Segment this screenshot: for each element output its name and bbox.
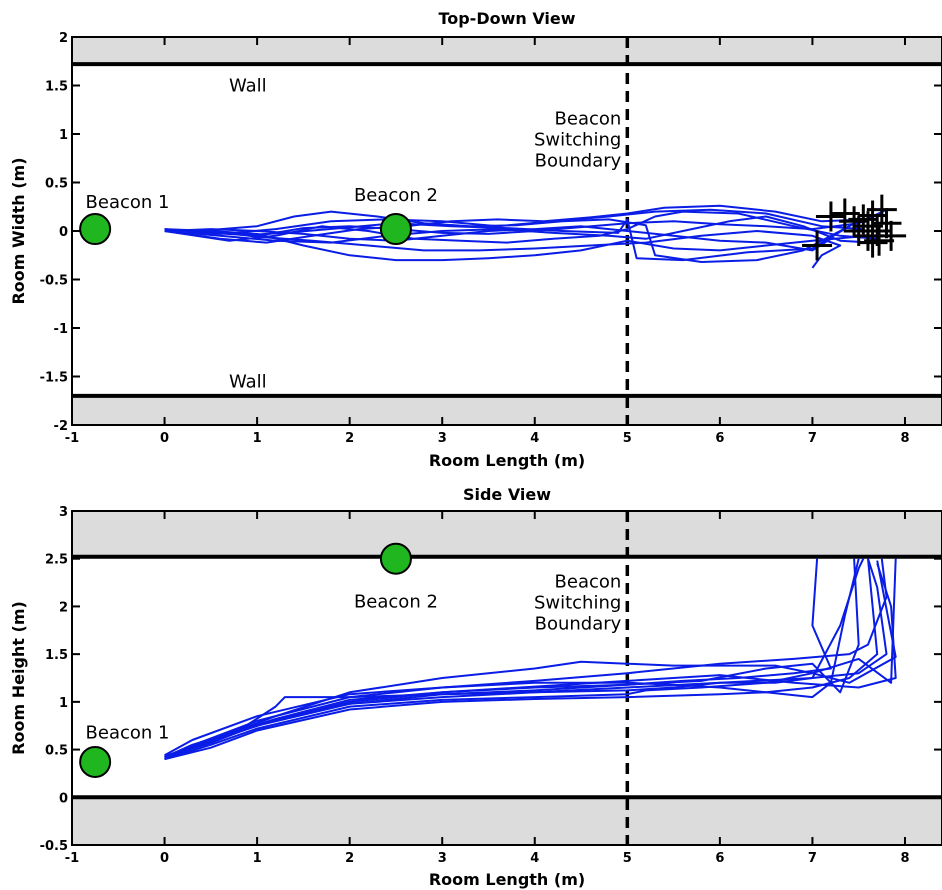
x-tick-label: -1 — [65, 431, 79, 446]
trajectory-line-8 — [164, 228, 842, 269]
x-tick-label: 0 — [160, 851, 169, 866]
top-down-x-axis-label: Room Length (m) — [429, 451, 585, 470]
x-tick-label: 4 — [530, 851, 539, 866]
x-tick-label: 7 — [808, 851, 817, 866]
boundary-label-line-1: Switching — [534, 129, 621, 150]
y-tick-label: 1 — [59, 696, 68, 711]
beacon-label-2: Beacon 2 — [354, 592, 438, 613]
trajectory-line-4 — [164, 558, 897, 761]
boundary-label-line-2: Boundary — [535, 150, 622, 171]
x-tick-label: 6 — [715, 851, 724, 866]
trajectory-line-7 — [164, 225, 832, 252]
y-tick-label: 3 — [59, 505, 68, 520]
y-tick-label: -1 — [54, 322, 68, 337]
trajectory-line-9 — [164, 558, 860, 759]
top-down-title: Top-Down View — [438, 9, 575, 28]
trajectory-line-2 — [164, 229, 869, 262]
x-tick-label: 4 — [530, 431, 539, 446]
boundary-label-line-1: Switching — [534, 592, 621, 613]
y-tick-label: 2 — [59, 600, 68, 615]
trajectory-line-7 — [164, 558, 879, 761]
trajectory-line-1 — [164, 558, 888, 761]
y-tick-label: 0.5 — [45, 177, 68, 192]
x-tick-label: 6 — [715, 431, 724, 446]
wall-label-1: Wall — [229, 371, 267, 392]
side-view-x-axis-label: Room Length (m) — [429, 870, 585, 889]
side-view-title: Side View — [463, 485, 551, 504]
wall-label-0: Wall — [229, 76, 267, 97]
y-tick-label: -1.5 — [40, 371, 68, 386]
trajectory-line-2 — [164, 560, 897, 758]
x-tick-label: 3 — [438, 431, 447, 446]
endpoint-marker-12 — [857, 227, 888, 258]
side-view-y-axis-label: Room Height (m) — [9, 601, 28, 755]
boundary-label-line-2: Boundary — [535, 613, 622, 634]
trajectory-line-8 — [164, 563, 897, 761]
y-tick-label: -0.5 — [40, 839, 68, 854]
x-tick-label: 2 — [345, 431, 354, 446]
shaded-region-top — [72, 511, 942, 557]
trajectory-line-0 — [164, 558, 865, 759]
y-tick-label: 2 — [59, 31, 68, 46]
x-tick-label: 8 — [900, 851, 909, 866]
beacon-label-1: Beacon 1 — [86, 192, 170, 213]
y-tick-label: -2 — [54, 419, 68, 434]
shaded-region-bottom — [72, 395, 942, 425]
x-tick-label: 7 — [808, 431, 817, 446]
x-tick-label: 5 — [623, 851, 632, 866]
x-tick-label: 3 — [438, 851, 447, 866]
shaded-region-top — [72, 37, 942, 65]
y-tick-label: 2.5 — [45, 553, 68, 568]
beacon-marker-1 — [79, 745, 112, 778]
x-tick-label: 0 — [160, 431, 169, 446]
boundary-label-line-0: Beacon — [555, 108, 622, 129]
y-tick-label: 1.5 — [45, 648, 68, 663]
trajectory-line-6 — [164, 558, 888, 757]
endpoint-marker-8 — [866, 194, 897, 225]
y-tick-label: 0.5 — [45, 744, 68, 759]
boundary-label-line-0: Beacon — [555, 571, 622, 592]
trajectory-line-5 — [164, 215, 873, 244]
beacon-marker-2 — [379, 542, 412, 575]
x-tick-label: 5 — [623, 431, 632, 446]
plot-frame — [71, 510, 942, 846]
endpoint-marker-9 — [871, 208, 902, 239]
y-tick-label: 1 — [59, 128, 68, 143]
shaded-region-bottom — [72, 797, 942, 845]
x-tick-label: 1 — [253, 851, 262, 866]
y-tick-label: -0.5 — [40, 274, 68, 289]
y-tick-label: 0 — [59, 791, 68, 806]
beacon-marker-1 — [79, 213, 112, 246]
y-tick-label: 0 — [59, 225, 68, 240]
x-tick-label: 8 — [900, 431, 909, 446]
endpoint-marker-0 — [815, 201, 846, 232]
x-tick-label: 1 — [253, 431, 262, 446]
beacon-label-1: Beacon 1 — [86, 722, 170, 743]
top-down-y-axis-label: Room Width (m) — [9, 157, 28, 304]
endpoint-marker-14 — [843, 216, 874, 246]
beacon-marker-2 — [379, 213, 412, 246]
y-tick-label: 1.5 — [45, 80, 68, 95]
x-tick-label: 2 — [345, 851, 354, 866]
endpoint-marker-11 — [802, 230, 833, 261]
beacon-label-2: Beacon 2 — [354, 185, 438, 206]
trajectory-line-9 — [164, 208, 864, 235]
x-tick-label: -1 — [65, 851, 79, 866]
